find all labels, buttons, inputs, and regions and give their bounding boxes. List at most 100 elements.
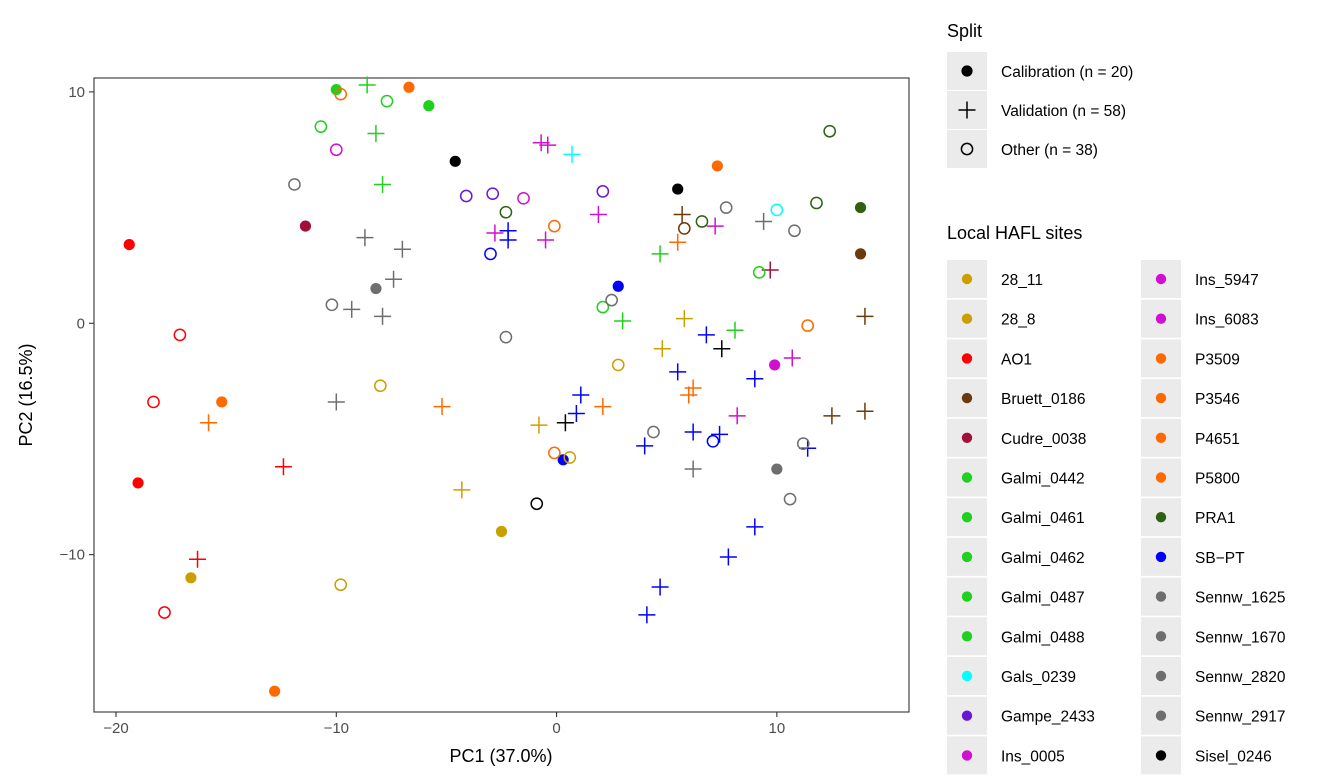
open-circle-marker <box>810 196 823 210</box>
data-point-calibration <box>132 477 144 489</box>
open-circle-marker <box>334 578 348 592</box>
data-point-validation <box>385 270 403 288</box>
site-legend-label: Galmi_0442 <box>1001 471 1085 488</box>
open-circle-marker <box>329 143 343 157</box>
open-circle-marker <box>147 395 160 409</box>
open-circle-marker <box>314 120 328 133</box>
data-point-calibration <box>269 685 281 697</box>
site-legend-swatch <box>1155 432 1167 443</box>
site-legend-label: Ins_0005 <box>1001 748 1065 765</box>
data-point-other <box>611 358 625 372</box>
data-point-other <box>517 191 530 205</box>
site-legend-label: Sennw_1670 <box>1195 629 1286 646</box>
axes-layer: −20 −10 0 10 −10 0 10 <box>60 84 786 737</box>
data-point-other <box>770 203 784 217</box>
site-legend-swatch <box>1155 273 1167 285</box>
data-point-validation <box>567 405 585 423</box>
x-tick-label: −20 <box>103 720 128 737</box>
data-point-validation <box>755 212 773 230</box>
panel-background <box>94 78 909 712</box>
data-point-validation <box>200 414 218 432</box>
y-axis-title: PC2 (16.5%) <box>16 343 36 446</box>
data-point-validation <box>856 402 874 420</box>
data-point-other <box>325 298 339 312</box>
site-legend-label: AO1 <box>1001 351 1032 368</box>
data-point-other <box>563 451 577 464</box>
data-point-validation <box>651 245 669 263</box>
data-point-validation <box>327 393 345 411</box>
split-legend: Split Calibration (n = 20) Validation (n =… <box>947 21 1133 168</box>
data-point-calibration <box>370 282 382 295</box>
data-point-other <box>374 379 387 393</box>
filled-circle-marker <box>769 359 781 371</box>
data-point-validation <box>651 578 669 596</box>
data-point-calibration <box>449 155 461 167</box>
data-point-validation <box>589 206 607 224</box>
data-point-other <box>596 185 610 198</box>
data-point-validation <box>638 606 656 624</box>
data-point-validation <box>673 206 691 224</box>
x-tick-label: −10 <box>324 720 349 737</box>
data-point-other <box>380 94 394 108</box>
open-circle-marker <box>783 492 797 506</box>
open-circle-marker <box>158 606 171 619</box>
open-circle-marker <box>517 191 530 205</box>
data-point-other <box>173 328 187 342</box>
data-point-other <box>823 124 837 138</box>
open-circle-marker <box>173 328 187 342</box>
filled-circle-marker <box>495 525 508 538</box>
data-point-validation <box>856 307 874 325</box>
site-legend-swatch <box>1155 591 1167 602</box>
site-legend-swatch <box>1155 710 1167 721</box>
site-legend-label: Ins_6083 <box>1195 312 1259 329</box>
data-point-other <box>147 395 160 409</box>
data-point-validation <box>614 312 632 330</box>
open-circle-marker <box>563 451 577 464</box>
data-point-other <box>158 606 171 619</box>
site-legend-label: Cudre_0038 <box>1001 431 1086 448</box>
open-circle-marker <box>788 224 801 238</box>
filled-circle-marker <box>449 155 461 167</box>
filled-circle-marker <box>612 280 624 292</box>
filled-circle-marker <box>330 83 342 96</box>
split-legend-key-open-circle <box>960 142 974 156</box>
site-legend-swatch <box>1155 512 1167 523</box>
open-circle-marker <box>334 87 348 101</box>
site-legend-label: Galmi_0461 <box>1001 510 1085 527</box>
site-legend-swatch <box>961 631 973 642</box>
open-circle-marker <box>611 358 625 372</box>
data-point-validation <box>367 125 385 143</box>
data-point-validation <box>532 134 550 152</box>
data-point-validation <box>556 414 574 432</box>
site-legend-swatch <box>961 551 973 563</box>
data-point-validation <box>711 425 729 443</box>
site-legend-swatch <box>961 512 973 523</box>
site-legend-swatch <box>1155 353 1167 364</box>
site-legend-swatch <box>1155 551 1167 563</box>
data-point-validation <box>746 518 764 536</box>
data-point-validation <box>453 481 471 499</box>
open-circle-marker <box>801 319 815 332</box>
open-circle-marker <box>374 379 387 393</box>
y-tick-label: 10 <box>68 84 85 101</box>
open-circle-marker <box>484 247 497 261</box>
filled-circle-marker <box>854 201 867 214</box>
data-point-calibration <box>854 248 867 260</box>
data-point-validation <box>343 300 361 318</box>
data-point-validation <box>374 307 392 325</box>
split-legend-key-plus <box>958 101 976 119</box>
data-point-calibration <box>403 81 415 93</box>
data-point-validation <box>675 310 693 328</box>
open-circle-marker <box>596 300 610 314</box>
data-point-validation <box>680 386 698 404</box>
filled-circle-marker <box>854 248 867 260</box>
legend-key-background <box>947 130 987 168</box>
data-point-validation <box>594 398 612 416</box>
site-legend-swatch <box>961 670 973 682</box>
data-point-calibration <box>495 525 508 538</box>
site-legend-label: Sisel_0246 <box>1195 748 1272 765</box>
site-legend: Local HAFL sites 28_11 28_8 AO1 Bruett_0186 C… <box>947 223 1286 775</box>
data-point-other <box>288 178 301 191</box>
site-legend-swatch <box>961 591 973 602</box>
